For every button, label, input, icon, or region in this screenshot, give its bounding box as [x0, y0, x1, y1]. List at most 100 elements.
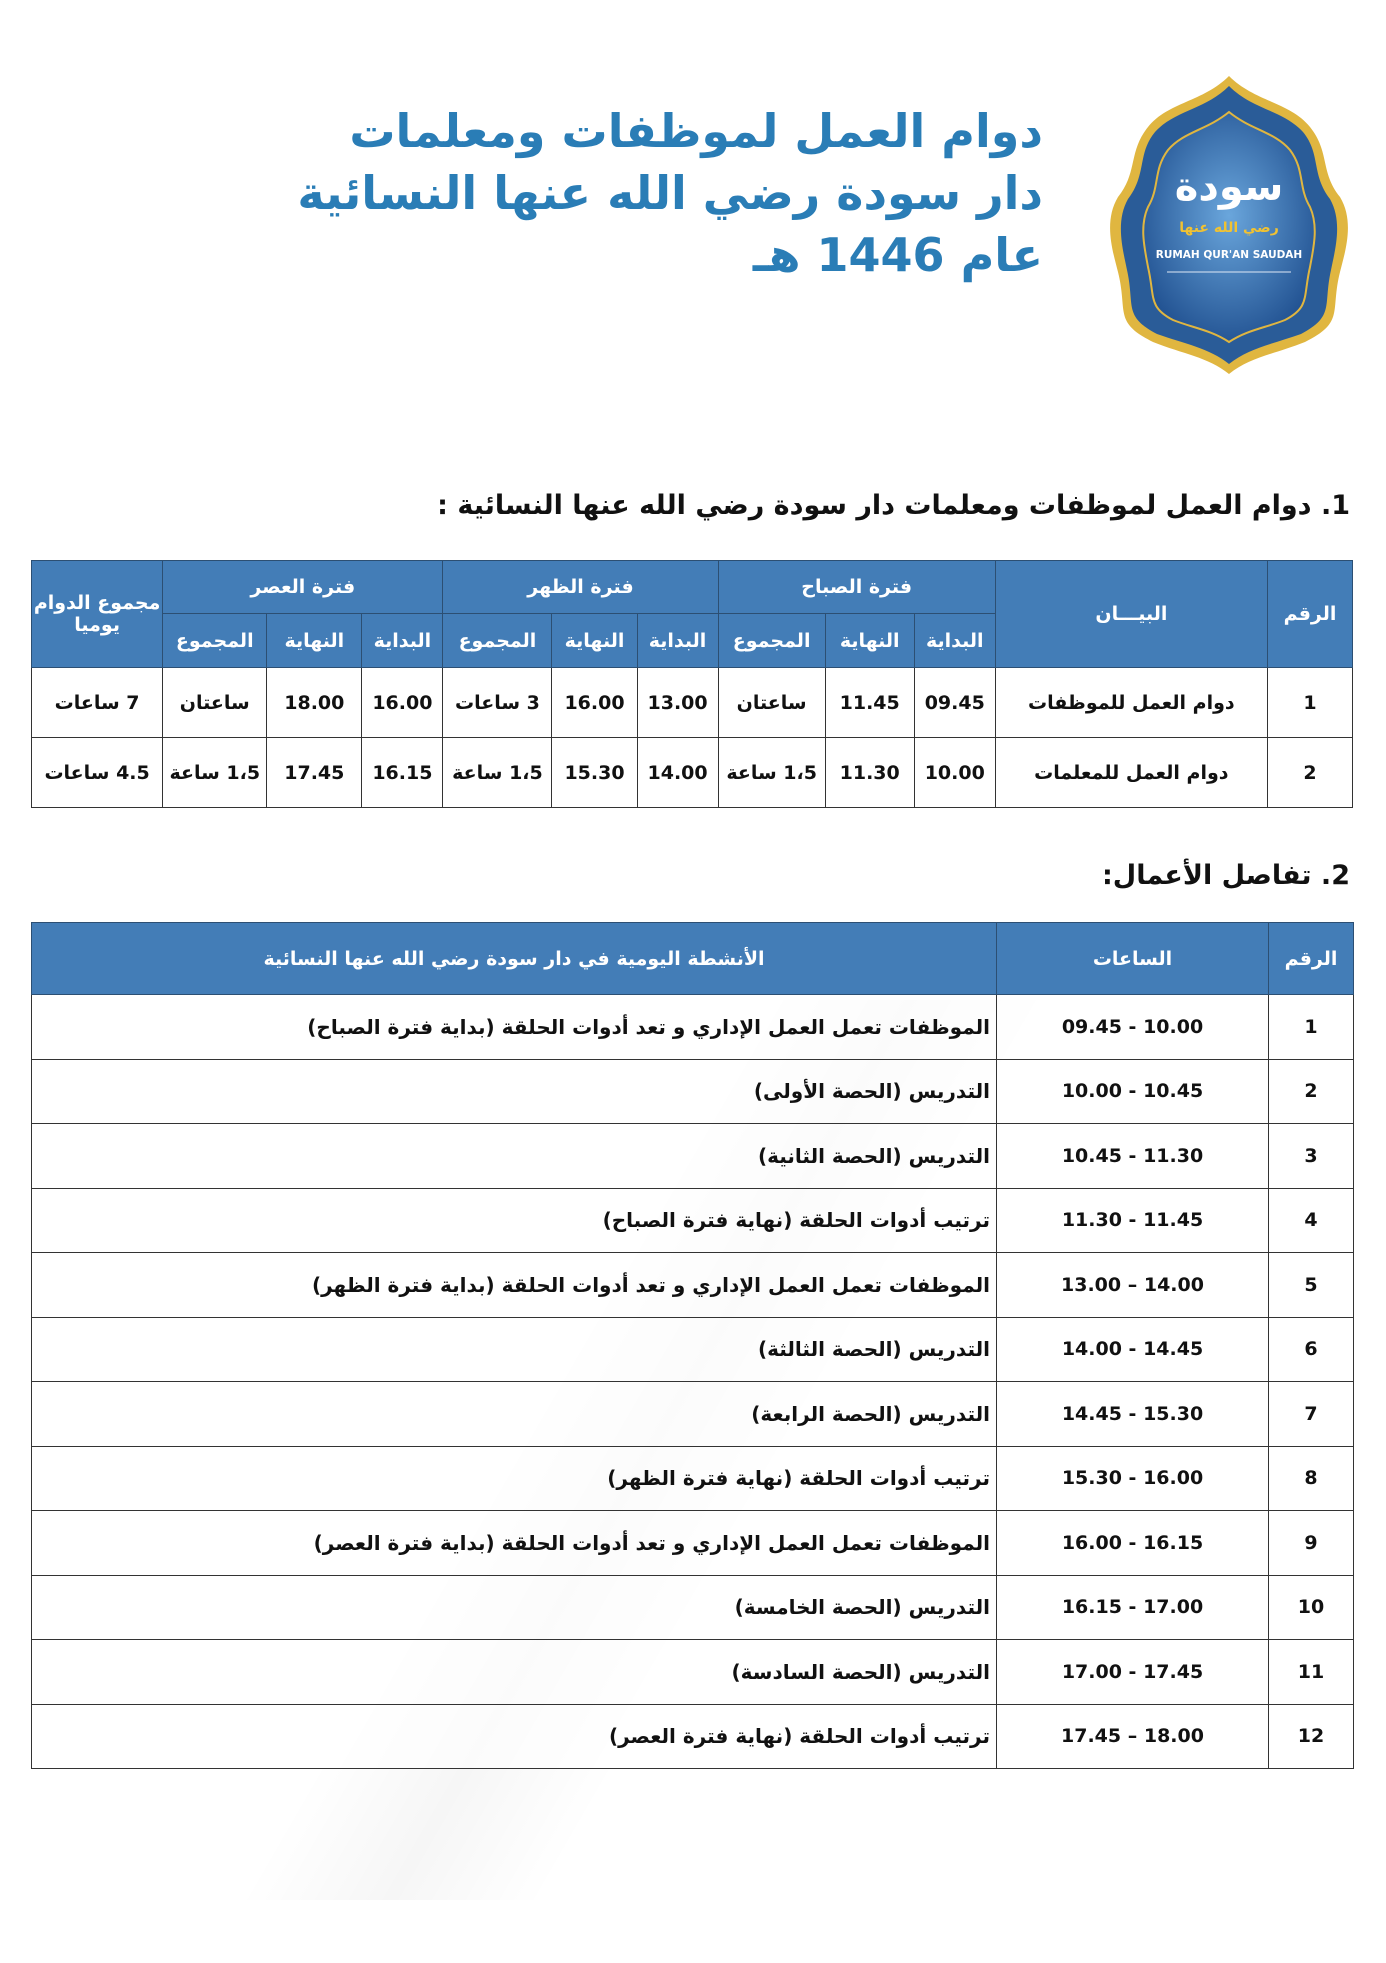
header-start: البداية [636, 613, 719, 668]
section-1-heading: 1. دوام العمل لموظفات ومعلمات دار سودة ر… [437, 490, 1350, 521]
svg-text:RUMAH QUR'AN SAUDAH: RUMAH QUR'AN SAUDAH [1156, 249, 1302, 261]
cell-hours: 17.00 - 16.15 [996, 1574, 1269, 1640]
title-line-3: عام 1446 هـ [752, 228, 1043, 282]
cell-num: 5 [1268, 1252, 1354, 1318]
table-row: 2 دوام العمل للمعلمات 10.00 11.30 1،5 ساعة 14… [30, 737, 1354, 808]
cell-num: 4 [1268, 1187, 1354, 1253]
logo: سودة رضي الله عنها RUMAH QUR'AN SAUDAH [1110, 76, 1348, 374]
table-row: 1 10.00 - 09.45 الموظفات تعمل العمل الإدار… [31, 994, 1354, 1060]
table-row: 9 16.15 - 16.00 الموظفات تعمل العمل الإدار… [31, 1510, 1354, 1576]
header-end: النهاية [551, 613, 638, 668]
cell-activity: ترتيب أدوات الحلقة (نهاية فترة الظهر) [31, 1445, 997, 1511]
header-asr: فترة العصر [162, 560, 444, 614]
cell-hours: 10.00 - 09.45 [996, 994, 1269, 1060]
cell-activity: الموظفات تعمل العمل الإداري و تعد أدوات … [31, 1510, 997, 1576]
cell-hours: 14.00 – 13.00 [996, 1252, 1269, 1318]
header-desc: البيـــان [994, 560, 1268, 668]
cell-a-start: 16.00 [361, 667, 444, 738]
cell-activity: التدريس (الحصة الثالثة) [31, 1316, 997, 1382]
cell-num: 3 [1268, 1123, 1354, 1189]
cell-num: 11 [1268, 1639, 1354, 1705]
header-total: المجموع [717, 613, 826, 668]
cell-a-end: 17.45 [266, 737, 363, 808]
svg-text:سودة: سودة [1175, 164, 1284, 210]
cell-n-end: 16.00 [551, 667, 638, 738]
header-hours: الساعات [996, 922, 1269, 995]
cell-a-total: ساعتان [162, 667, 268, 738]
cell-activity: الموظفات تعمل العمل الإداري و تعد أدوات … [31, 1252, 997, 1318]
cell-n-total: 1،5 ساعة [442, 737, 553, 808]
table-row: 8 16.00 - 15.30 ترتيب أدوات الحلقة (نهاية … [31, 1445, 1354, 1511]
header-num: الرقم [1266, 560, 1354, 668]
cell-num: 1 [1266, 667, 1354, 738]
cell-num: 2 [1266, 737, 1354, 808]
work-hours-table: الرقم البيـــان فترة الصباح فترة الظهر ف… [30, 560, 1354, 808]
cell-activity: التدريس (الحصة الخامسة) [31, 1574, 997, 1640]
cell-num: 9 [1268, 1510, 1354, 1576]
cell-num: 12 [1268, 1703, 1354, 1769]
cell-num: 1 [1268, 994, 1354, 1060]
table-row: 12 18.00 – 17.45 ترتيب أدوات الحلقة (نهاية… [31, 1703, 1354, 1769]
table-row: 11 17.45 - 17.00 التدريس (الحصة السادسة) [31, 1639, 1354, 1705]
cell-num: 8 [1268, 1445, 1354, 1511]
cell-activity: التدريس (الحصة الرابعة) [31, 1381, 997, 1447]
cell-num: 2 [1268, 1058, 1354, 1124]
cell-activity: التدريس (الحصة السادسة) [31, 1639, 997, 1705]
header-num: الرقم [1268, 922, 1354, 995]
cell-m-end: 11.45 [824, 667, 915, 738]
table-row: 10 17.00 - 16.15 التدريس (الحصة الخامسة) [31, 1574, 1354, 1640]
activities-table: الرقم الساعات الأنشطة اليومية في دار سود… [31, 922, 1354, 1769]
title-line-1: دوام العمل لموظفات ومعلمات [349, 104, 1043, 158]
header-activity: الأنشطة اليومية في دار سودة رضي الله عنه… [31, 922, 997, 995]
cell-m-start: 09.45 [913, 667, 996, 738]
cell-activity: ترتيب أدوات الحلقة (نهاية فترة العصر) [31, 1703, 997, 1769]
cell-num: 7 [1268, 1381, 1354, 1447]
cell-activity: ترتيب أدوات الحلقة (نهاية فترة الصباح) [31, 1187, 997, 1253]
cell-desc: دوام العمل للموظفات [994, 667, 1268, 738]
cell-a-total: 1،5 ساعة [162, 737, 268, 808]
table-row: 4 11.45 - 11.30 ترتيب أدوات الحلقة (نهاية … [31, 1187, 1354, 1253]
cell-daily: 7 ساعات [30, 667, 164, 738]
table-row: 1 دوام العمل للموظفات 09.45 11.45 ساعتان 13.0… [30, 667, 1354, 738]
cell-desc: دوام العمل للمعلمات [994, 737, 1268, 808]
cell-hours: 17.45 - 17.00 [996, 1639, 1269, 1705]
header-morning: فترة الصباح [717, 560, 996, 614]
table-row: 2 10.45 - 10.00 التدريس (الحصة الأولى) [31, 1058, 1354, 1124]
cell-hours: 14.45 - 14.00 [996, 1316, 1269, 1382]
cell-n-start: 14.00 [636, 737, 719, 808]
cell-activity: الموظفات تعمل العمل الإداري و تعد أدوات … [31, 994, 997, 1060]
cell-hours: 16.00 - 15.30 [996, 1445, 1269, 1511]
cell-hours: 15.30 - 14.45 [996, 1381, 1269, 1447]
cell-activity: التدريس (الحصة الأولى) [31, 1058, 997, 1124]
section-2-heading: 2. تفاصل الأعمال: [1101, 860, 1350, 891]
header-total: المجموع [442, 613, 553, 668]
table-row: 3 11.30 - 10.45 التدريس (الحصة الثانية) [31, 1123, 1354, 1189]
cell-hours: 11.45 - 11.30 [996, 1187, 1269, 1253]
header-start: البداية [361, 613, 444, 668]
cell-num: 6 [1268, 1316, 1354, 1382]
cell-n-start: 13.00 [636, 667, 719, 738]
header-start: البداية [913, 613, 996, 668]
table-row: 5 14.00 – 13.00 الموظفات تعمل العمل الإدار… [31, 1252, 1354, 1318]
cell-hours: 11.30 - 10.45 [996, 1123, 1269, 1189]
cell-hours: 16.15 - 16.00 [996, 1510, 1269, 1576]
title-line-2: دار سودة رضي الله عنها النسائية [297, 166, 1043, 220]
table-row: 6 14.45 - 14.00 التدريس (الحصة الثالثة) [31, 1316, 1354, 1382]
table-row: 7 15.30 - 14.45 التدريس (الحصة الرابعة) [31, 1381, 1354, 1447]
cell-num: 10 [1268, 1574, 1354, 1640]
cell-m-total: 1،5 ساعة [717, 737, 826, 808]
cell-a-end: 18.00 [266, 667, 363, 738]
cell-n-end: 15.30 [551, 737, 638, 808]
header-total: المجموع [162, 613, 268, 668]
header-end: النهاية [266, 613, 363, 668]
cell-m-end: 11.30 [824, 737, 915, 808]
cell-a-start: 16.15 [361, 737, 444, 808]
svg-text:رضي الله عنها: رضي الله عنها [1179, 220, 1279, 236]
cell-m-start: 10.00 [913, 737, 996, 808]
cell-m-total: ساعتان [717, 667, 826, 738]
header-daily-total: مجموع الدوام يوميا [30, 560, 164, 668]
cell-activity: التدريس (الحصة الثانية) [31, 1123, 997, 1189]
header-noon: فترة الظهر [442, 560, 719, 614]
page-title: دوام العمل لموظفات ومعلمات دار سودة رضي … [297, 100, 1043, 286]
cell-hours: 10.45 - 10.00 [996, 1058, 1269, 1124]
